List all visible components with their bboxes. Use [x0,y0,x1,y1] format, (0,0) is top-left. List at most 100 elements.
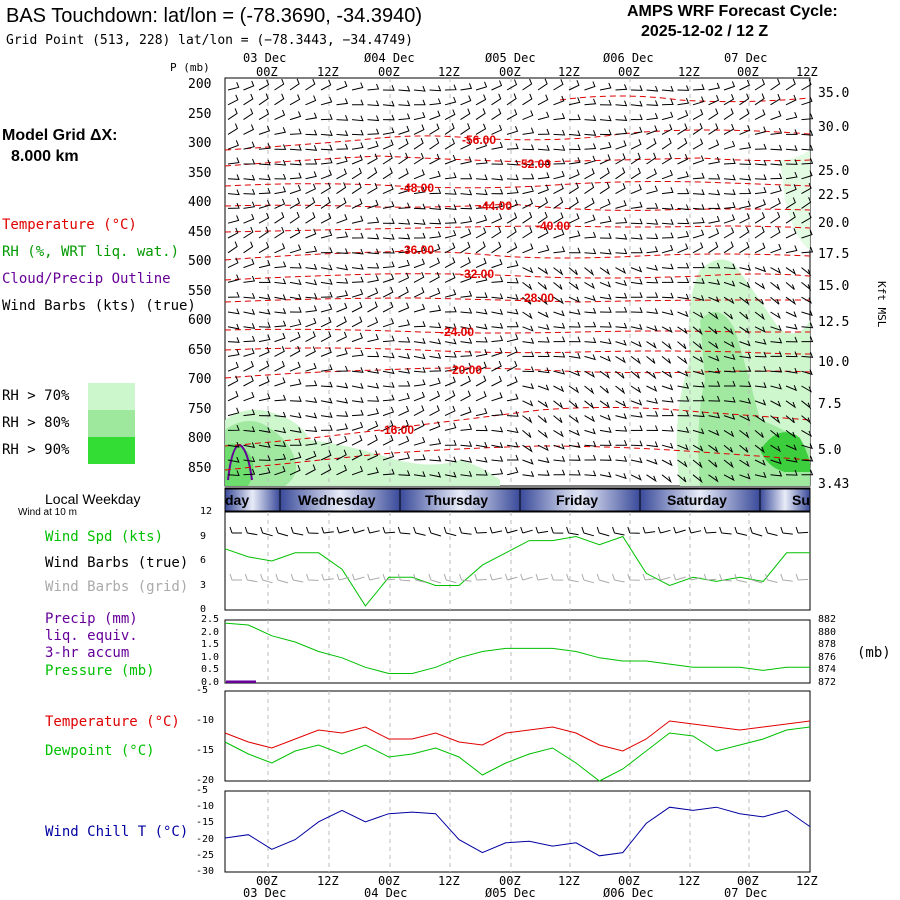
axis-tick: 880 [818,626,837,638]
axis-tick: -20 [196,833,215,845]
height-tick: 3.43 [818,477,850,492]
height-tick: 5.0 [818,443,842,458]
height-tick: 25.0 [818,164,850,179]
axis-tick: -5 [196,685,209,696]
isotherm-label: -24.00 [440,325,475,339]
top-tick-label: 00Z [618,65,640,79]
pressure-tick: 200 [188,77,212,92]
weekday-name: Saturday [667,492,727,508]
wind-barbs-grid-label: Wind Barbs (grid) [45,579,189,595]
temp-label: Temperature (°C) [45,714,180,730]
axis-tick: 0.0 [201,677,220,688]
isotherms [224,95,811,471]
top-tick-label: 12Z [678,65,700,79]
weekday-name: Friday [556,492,599,508]
axis-tick: -10 [196,715,215,726]
height-tick: 17.5 [818,247,850,262]
pressure-panel-frame [224,619,811,684]
rh70-label: RH > 70% [2,388,70,404]
wind-barbs-true-label: Wind Barbs (true) [45,555,189,571]
pressure-tick: 550 [188,283,212,299]
axis-tick: 6 [200,555,207,566]
model-grid-label: Model Grid ΔX: [2,127,118,144]
axis-tick: 0 [200,604,207,615]
bottom-tick-label: 00Z [618,874,640,888]
pressure-tick: 750 [188,401,212,417]
top-tick-label: 12Z [796,65,818,79]
top-tick-label: 00Z [499,65,521,79]
pressure-axis-title: P (mb) [170,61,210,74]
dewpoint-line [224,726,811,782]
wind-barbs-legend: Wind Barbs (kts) (true) [2,298,196,314]
weekday-name: day [225,492,250,508]
pressure-tick: 700 [188,372,212,387]
rh70-area-upper [780,150,810,250]
height-tick: 10.0 [818,355,850,370]
pressure-unit: (mb) [857,645,891,661]
pressure-tick: 300 [188,136,212,151]
axis-tick: -25 [196,849,215,861]
wind-panel-frame [224,511,811,611]
wind-speed-label: Wind Spd (kts) [45,529,164,545]
bottom-date-label: 07 Dec [724,886,768,900]
weekday-name: Thursday [425,492,489,508]
page-title: BAS Touchdown: lat/lon = (-78.3690, -34.… [6,5,423,27]
top-tick-label: 00Z [256,65,278,79]
bottom-date-label: Ø05 Dec [485,886,536,900]
grid-point: Grid Point (513, 228) lat/lon = (−78.344… [6,33,413,48]
rh90-label: RH > 90% [2,442,70,458]
bottom-tick-label: 12Z [678,874,700,888]
rh90-swatch [88,437,135,464]
chill-label: Wind Chill T (°C) [45,824,189,840]
forecast-label: AMPS WRF Forecast Cycle: [627,3,838,20]
isotherm-label: -36.00 [400,243,435,257]
bottom-tick-label: 12Z [558,874,580,888]
isotherm-label: -28.00 [520,291,555,305]
axis-tick: -10 [196,801,215,813]
weekday-name: Su [792,492,810,508]
axis-tick: -5 [196,785,209,796]
isotherm-label: -52.00 [517,157,552,171]
isotherm-label: -16.00 [380,423,415,437]
axis-tick: 1.0 [201,651,220,663]
axis-tick: 12 [200,506,213,517]
rh-legend: RH (%, WRT liq. wat.) [2,244,180,260]
top-date-label: 03 Dec [243,51,287,65]
bottom-tick-label: 00Z [737,874,759,888]
axis-tick: -20 [196,775,215,786]
axis-tick: -15 [196,817,215,829]
isotherm-label: -56.00 [462,133,497,147]
axis-tick: 3 [200,579,207,591]
top-date-label: 07 Dec [724,51,768,65]
wind-panel-title: Wind at 10 m [18,507,77,518]
axis-tick: -30 [196,866,215,877]
axis-tick: 878 [818,639,837,651]
axis-tick: 0.5 [201,664,220,676]
wind-chill-line [224,806,811,857]
height-tick: 12.5 [818,315,850,330]
axis-tick: 874 [818,664,837,676]
panel-gridlines [267,512,750,872]
top-date-label: Ø04 Dec [364,51,415,65]
axis-tick: 9 [200,530,207,542]
temp-panel-frame [224,690,811,782]
pressure-tick: 500 [188,254,212,269]
wind-barb-field [227,78,814,484]
bottom-date-label: 04 Dec [364,886,408,900]
top-date-label: Ø06 Dec [603,51,654,65]
height-tick: 20.0 [818,216,850,231]
chill-panel-frame [224,790,811,873]
axis-tick: 2.5 [201,614,220,625]
barb-paths [227,78,814,484]
bottom-date-label: Ø06 Dec [603,886,654,900]
height-tick: 15.0 [818,279,850,294]
dewpoint-label: Dewpoint (°C) [45,743,155,759]
top-tick-label: 00Z [737,65,759,79]
wind-speed-line [224,535,810,607]
weekday-label: Local Weekday [45,491,141,507]
pressure-tick: 450 [188,224,212,240]
bottom-date-label: 03 Dec [243,886,287,900]
forecast-cycle: 2025-12-02 / 12 Z [641,23,769,40]
isotherm-label: -44.00 [478,199,513,213]
